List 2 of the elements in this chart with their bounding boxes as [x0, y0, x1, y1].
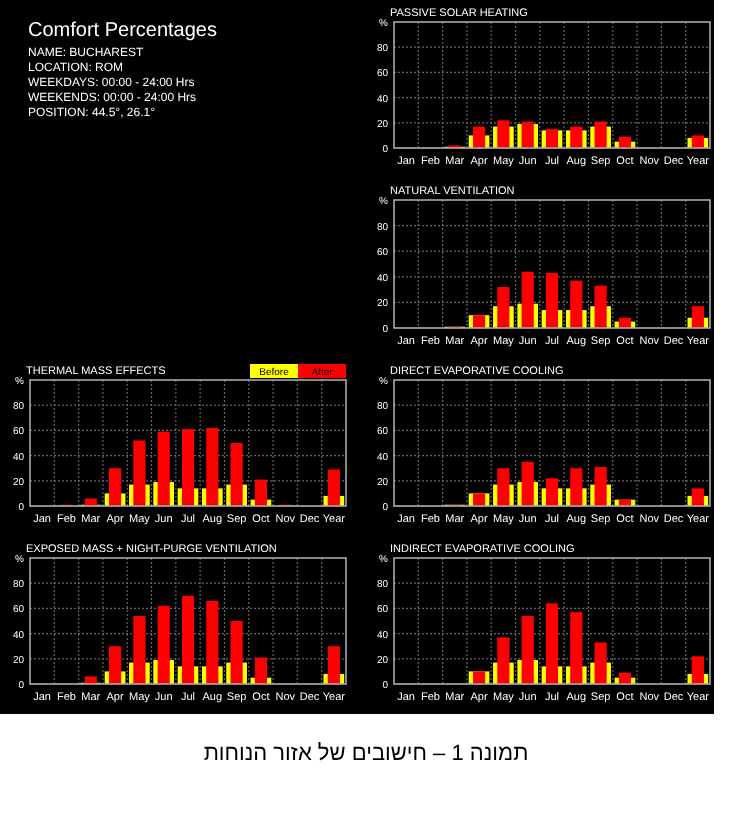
text: תמונה 1 – חישובים של אזור הנוחות: [203, 742, 529, 766]
text: Comfort Percentages: [28, 20, 217, 42]
